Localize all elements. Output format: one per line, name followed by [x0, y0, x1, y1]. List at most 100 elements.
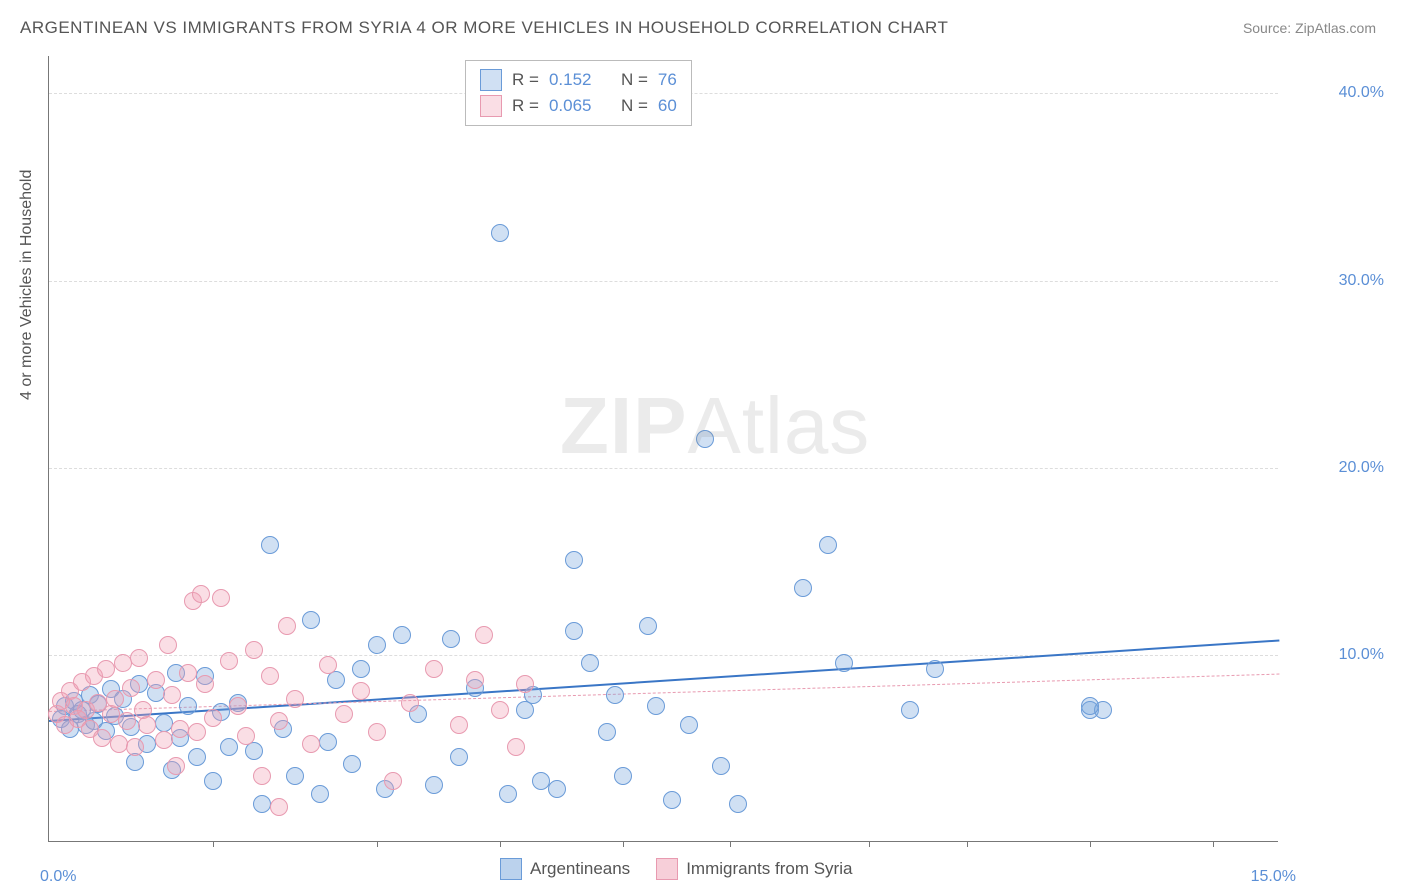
- data-point: [188, 723, 206, 741]
- data-point: [343, 755, 361, 773]
- data-point: [302, 735, 320, 753]
- data-point: [155, 714, 173, 732]
- data-point: [614, 767, 632, 785]
- data-point: [319, 656, 337, 674]
- data-point: [171, 720, 189, 738]
- legend-label: Argentineans: [530, 859, 630, 879]
- r-label: R =: [512, 70, 539, 90]
- data-point: [507, 738, 525, 756]
- data-point: [393, 626, 411, 644]
- data-point: [384, 772, 402, 790]
- data-point: [1081, 697, 1099, 715]
- stats-legend: R = 0.152 N = 76 R = 0.065 N = 60: [465, 60, 692, 126]
- y-tick-label: 10.0%: [1339, 646, 1384, 664]
- data-point: [368, 636, 386, 654]
- swatch-series-2: [480, 95, 502, 117]
- data-point: [122, 679, 140, 697]
- r-value-1: 0.152: [549, 70, 592, 90]
- data-point: [425, 776, 443, 794]
- data-point: [253, 767, 271, 785]
- data-point: [147, 671, 165, 689]
- data-point: [442, 630, 460, 648]
- chart-title: ARGENTINEAN VS IMMIGRANTS FROM SYRIA 4 O…: [20, 18, 948, 38]
- data-point: [159, 636, 177, 654]
- x-axis-min-label: 0.0%: [40, 868, 76, 886]
- legend-label: Immigrants from Syria: [686, 859, 852, 879]
- series-legend: Argentineans Immigrants from Syria: [500, 858, 852, 880]
- data-point: [118, 712, 136, 730]
- data-point: [401, 694, 419, 712]
- stats-row-series-1: R = 0.152 N = 76: [480, 67, 677, 93]
- data-point: [606, 686, 624, 704]
- n-value-2: 60: [658, 96, 677, 116]
- data-point: [565, 622, 583, 640]
- data-point: [425, 660, 443, 678]
- data-point: [261, 667, 279, 685]
- data-point: [475, 626, 493, 644]
- data-point: [680, 716, 698, 734]
- data-point: [212, 589, 230, 607]
- data-point: [581, 654, 599, 672]
- data-point: [286, 690, 304, 708]
- source-attribution: Source: ZipAtlas.com: [1243, 20, 1376, 36]
- data-point: [204, 772, 222, 790]
- legend-item-1: Argentineans: [500, 858, 630, 880]
- data-point: [110, 735, 128, 753]
- data-point: [548, 780, 566, 798]
- data-point: [286, 767, 304, 785]
- swatch-series-1: [480, 69, 502, 91]
- y-tick-label: 20.0%: [1339, 459, 1384, 477]
- data-point: [188, 748, 206, 766]
- data-point: [192, 585, 210, 603]
- data-point: [270, 798, 288, 816]
- data-point: [647, 697, 665, 715]
- data-point: [220, 738, 238, 756]
- stats-row-series-2: R = 0.065 N = 60: [480, 93, 677, 119]
- data-point: [368, 723, 386, 741]
- data-point: [229, 697, 247, 715]
- data-point: [106, 690, 124, 708]
- y-tick-label: 40.0%: [1339, 84, 1384, 102]
- data-point: [270, 712, 288, 730]
- data-point: [696, 430, 714, 448]
- data-point: [196, 675, 214, 693]
- data-point: [926, 660, 944, 678]
- data-point: [516, 675, 534, 693]
- swatch-icon: [500, 858, 522, 880]
- n-value-1: 76: [658, 70, 677, 90]
- data-point: [204, 709, 222, 727]
- n-label: N =: [621, 96, 648, 116]
- data-point: [130, 649, 148, 667]
- data-point: [352, 660, 370, 678]
- data-point: [901, 701, 919, 719]
- data-point: [261, 536, 279, 554]
- data-point: [663, 791, 681, 809]
- data-point: [835, 654, 853, 672]
- data-point: [179, 697, 197, 715]
- data-point: [639, 617, 657, 635]
- data-point: [220, 652, 238, 670]
- data-point: [532, 772, 550, 790]
- data-point: [319, 733, 337, 751]
- r-value-2: 0.065: [549, 96, 592, 116]
- n-label: N =: [621, 70, 648, 90]
- data-point: [499, 785, 517, 803]
- data-point: [302, 611, 320, 629]
- data-point: [253, 795, 271, 813]
- data-point: [237, 727, 255, 745]
- data-point: [114, 654, 132, 672]
- data-point: [179, 664, 197, 682]
- data-point: [491, 701, 509, 719]
- y-axis-label: 4 or more Vehicles in Household: [18, 170, 36, 400]
- swatch-icon: [656, 858, 678, 880]
- data-point: [819, 536, 837, 554]
- data-point: [97, 660, 115, 678]
- data-point: [729, 795, 747, 813]
- scatter-chart: [48, 56, 1278, 842]
- data-point: [167, 757, 185, 775]
- data-point: [138, 716, 156, 734]
- data-point: [245, 641, 263, 659]
- r-label: R =: [512, 96, 539, 116]
- x-axis-max-label: 15.0%: [1251, 868, 1296, 886]
- legend-item-2: Immigrants from Syria: [656, 858, 852, 880]
